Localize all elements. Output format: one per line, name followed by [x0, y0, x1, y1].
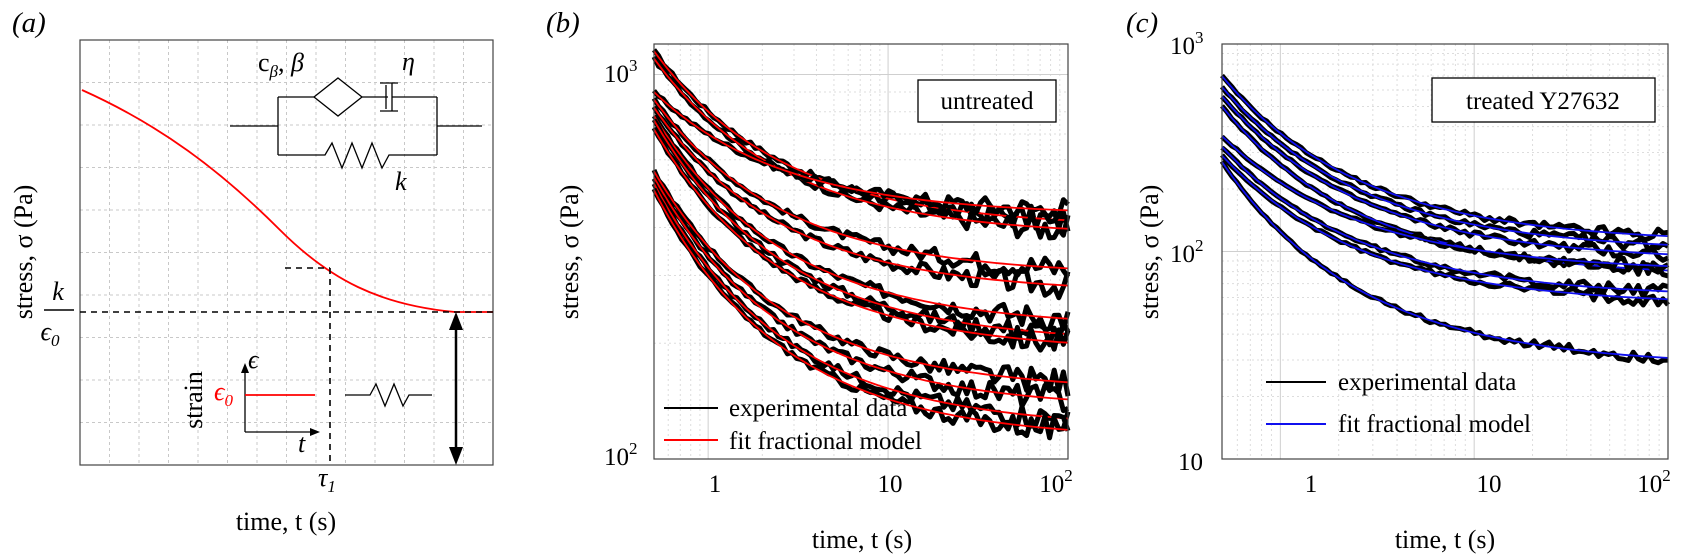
strain-label: strain [179, 371, 208, 429]
panel-c-xtick-100: 102 [1637, 466, 1671, 498]
panel-b-ylabel: stress, σ (Pa) [555, 185, 584, 320]
panel-a-relaxation-curve [81, 89, 493, 313]
panel-a: (a) k ϵ0 τ1 time, t (s) stress, σ (Pa) [9, 7, 494, 536]
panel-b-legend: experimental data fit fractional model [664, 395, 922, 455]
panel-a-label: (a) [12, 7, 46, 39]
panel-c-condition-label: treated Y27632 [1466, 88, 1620, 115]
panel-c-legend-fit: fit fractional model [1338, 411, 1531, 438]
panel-a-eps0-label: ϵ0 [41, 317, 60, 350]
dashpot-icon [380, 82, 398, 112]
panel-c-fit-curve-6 [1221, 146, 1669, 293]
panel-a-xlabel: time, t (s) [236, 507, 336, 536]
panel-b-xtick-1: 1 [709, 471, 722, 498]
panel-c-fit-curve-7 [1221, 154, 1669, 301]
strain-t-label: t [298, 429, 306, 458]
panel-b-fit-curve-8 [653, 128, 1069, 344]
panel-c-fit-curve-5 [1221, 135, 1669, 267]
panel-c-xtick-1: 1 [1305, 471, 1318, 498]
panel-a-k-label: k [52, 277, 64, 306]
panel-b-fit-curve-6 [653, 115, 1069, 320]
panel-b-ytick-1000: 103 [604, 56, 638, 88]
panel-c-xtick-10: 10 [1477, 471, 1502, 498]
panel-c-fit-curve-2 [1221, 86, 1669, 246]
panel-a-ylabel: stress, σ (Pa) [9, 185, 38, 320]
panel-a-arrow-down [449, 447, 463, 465]
strain-inset: strain ϵ ϵ0 t [179, 345, 432, 458]
panel-b-fit-curve-2 [653, 57, 1069, 230]
panel-b-fit-curve-11 [653, 183, 1069, 420]
panel-b-label: (b) [546, 7, 580, 39]
panel-c-ylabel: stress, σ (Pa) [1135, 185, 1164, 320]
panel-c-ytick-10: 10 [1178, 449, 1203, 476]
panel-c-fit-curve-3 [1221, 95, 1669, 256]
panel-b-condition-box [917, 79, 1057, 123]
panel-c-ytick-100: 102 [1170, 236, 1204, 268]
model-eta-label: η [402, 47, 415, 76]
panel-b-curves [651, 48, 1071, 441]
panel-c-experimental-curve-6 [1220, 145, 1669, 300]
panel-c-fit-curve-1 [1221, 75, 1669, 237]
panel-b-legend-fit: fit fractional model [729, 428, 922, 455]
panel-b-experimental-curve-6 [651, 114, 1071, 333]
panel-b-fit-curve-9 [653, 170, 1069, 384]
fractional-model-schematic: cβ, β η k [230, 47, 482, 196]
model-k-label: k [395, 167, 407, 196]
panel-b-legend-exp: experimental data [729, 395, 907, 422]
panel-c-xlabel: time, t (s) [1395, 525, 1495, 554]
panel-b-fit-curve-10 [653, 176, 1069, 401]
panel-a-grid [80, 40, 493, 465]
panel-b-frame [653, 43, 1069, 460]
panel-c-curves [1219, 73, 1670, 366]
panel-b: (b) 103 102 1 10 102 time, t (s) stress,… [546, 7, 1073, 554]
panel-c-condition-box [1431, 77, 1656, 123]
panel-b-xtick-10: 10 [878, 471, 903, 498]
panel-c-legend-exp: experimental data [1338, 369, 1516, 396]
panel-b-fit-curve-7 [653, 119, 1069, 336]
spring-icon [278, 141, 437, 170]
spring-pot-icon [312, 77, 364, 117]
panel-c-fit-curve-8 [1221, 161, 1669, 359]
panel-b-fit-curve-12 [653, 189, 1069, 431]
strain-eps0-label: ϵ0 [214, 377, 233, 410]
panel-a-frame [79, 39, 494, 466]
panel-c-ytick-1000: 103 [1170, 28, 1204, 60]
panel-a-arrow-up [449, 312, 463, 330]
panel-b-fit-curve-5 [653, 107, 1069, 287]
panel-b-xlabel: time, t (s) [812, 525, 912, 554]
strain-eps-label: ϵ [248, 345, 260, 374]
model-c-beta-label: cβ, β [258, 48, 304, 81]
panel-b-condition-label: untreated [940, 88, 1034, 115]
panel-b-xtick-100: 102 [1039, 466, 1073, 498]
panel-b-ytick-100: 102 [604, 439, 638, 471]
panel-c-legend: experimental data fit fractional model [1266, 369, 1531, 438]
strain-inset-spring-icon [345, 382, 432, 408]
panel-b-fit-curve-3 [653, 91, 1069, 212]
panel-c-experimental-curve-2 [1219, 85, 1670, 253]
panel-c-label: (c) [1126, 7, 1158, 39]
panel-c: (c) 103 102 10 1 10 102 time, t (s) stre… [1126, 7, 1671, 554]
panel-b-fit-curve-4 [653, 99, 1069, 270]
panel-c-fit-curve-4 [1221, 105, 1669, 272]
panel-c-frame [1221, 43, 1669, 460]
panel-a-tau-label: τ1 [318, 463, 336, 496]
